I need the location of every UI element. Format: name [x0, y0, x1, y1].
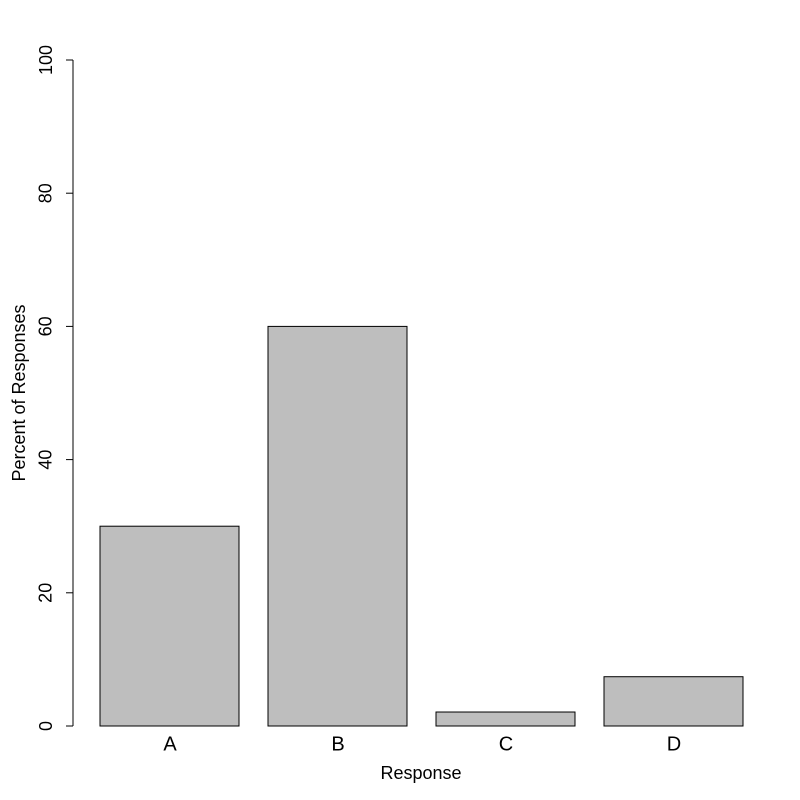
- bar: [99, 525, 240, 727]
- y-tick-label: 100: [36, 45, 56, 75]
- x-tick-label: C: [499, 733, 513, 755]
- bar: [267, 325, 408, 727]
- y-tick-label: 20: [36, 583, 56, 603]
- y-axis-label: Percent of Responses: [9, 304, 29, 481]
- y-tick-label: 80: [36, 183, 56, 203]
- y-tick-label: 40: [36, 450, 56, 470]
- bar: [603, 676, 744, 727]
- x-tick-label: D: [667, 733, 681, 755]
- bar: [435, 711, 576, 727]
- y-tick-label: 0: [36, 721, 56, 731]
- x-axis-label: Response: [380, 763, 461, 783]
- x-tick-label: A: [163, 733, 177, 755]
- y-tick-label: 60: [36, 316, 56, 336]
- x-tick-label: B: [331, 733, 344, 755]
